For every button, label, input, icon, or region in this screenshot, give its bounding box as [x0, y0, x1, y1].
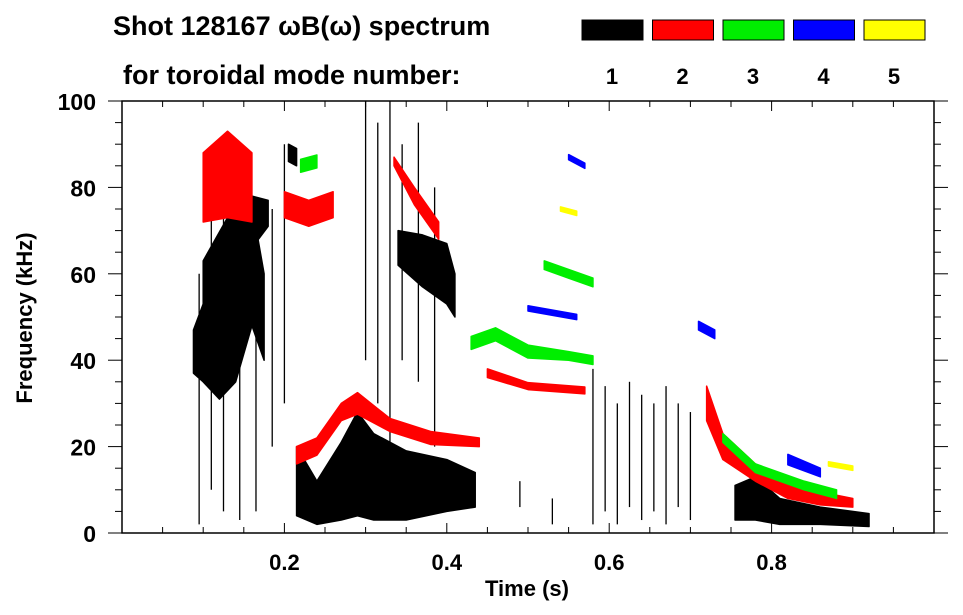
ridge-mode-3 [470, 327, 594, 366]
ridge-mode-4 [787, 453, 822, 478]
x-tick-label: 0.6 [594, 550, 625, 575]
ridge-mode-1 [734, 476, 870, 528]
legend-label-mode-2: 2 [676, 64, 688, 89]
y-tick-label: 0 [83, 521, 96, 547]
ridge-mode-4 [567, 153, 586, 170]
legend-swatch-mode-1 [581, 19, 644, 41]
ridge-mode-2 [283, 190, 334, 228]
chart-subtitle: for toroidal mode number: [123, 60, 461, 90]
ridge-mode-3 [543, 260, 594, 288]
ridge-mode-1 [295, 411, 476, 526]
y-tick-label: 40 [70, 348, 96, 374]
ridge-mode-2 [393, 156, 440, 240]
ridge-mode-5 [559, 206, 578, 217]
ridge-mode-2 [486, 368, 586, 395]
spectrogram [192, 101, 870, 528]
y-tick-label: 100 [58, 89, 96, 115]
legend-label-mode-1: 1 [606, 64, 618, 89]
ridge-mode-3 [722, 432, 838, 500]
ridge-mode-4 [697, 320, 716, 340]
ridge-mode-5 [827, 460, 854, 472]
x-axis-label: Time (s) [485, 576, 569, 601]
y-tick-label: 60 [70, 262, 96, 288]
chart-title: Shot 128167 ωB(ω) spectrum [113, 11, 490, 41]
ridge-mode-2 [295, 391, 481, 465]
ridge-mode-1 [287, 143, 298, 167]
axes: 0.2 0.4 0.6 0.8 0 20 40 60 80 100 [58, 89, 948, 575]
x-tick-label: 0.8 [756, 550, 787, 575]
y-tick-label: 20 [70, 435, 96, 461]
y-axis-label: Frequency (kHz) [12, 232, 37, 403]
legend-swatch-mode-5 [863, 19, 926, 41]
legend-swatch-mode-2 [652, 19, 714, 41]
legend-label-mode-4: 4 [817, 64, 830, 89]
legend-label-mode-5: 5 [888, 64, 900, 89]
x-tick-label: 0.2 [269, 550, 300, 575]
x-tick-label: 0.4 [432, 550, 463, 575]
ridge-mode-4 [527, 305, 578, 321]
legend-label-mode-3: 3 [747, 64, 759, 89]
legend: 1 2 3 4 5 [581, 19, 926, 89]
legend-swatch-mode-3 [722, 19, 785, 41]
ridge-mode-3 [299, 154, 318, 174]
legend-swatch-mode-4 [793, 19, 855, 41]
ridge-mode-2 [202, 130, 253, 223]
y-tick-label: 80 [70, 175, 96, 201]
ridge-mode-1 [397, 229, 456, 318]
